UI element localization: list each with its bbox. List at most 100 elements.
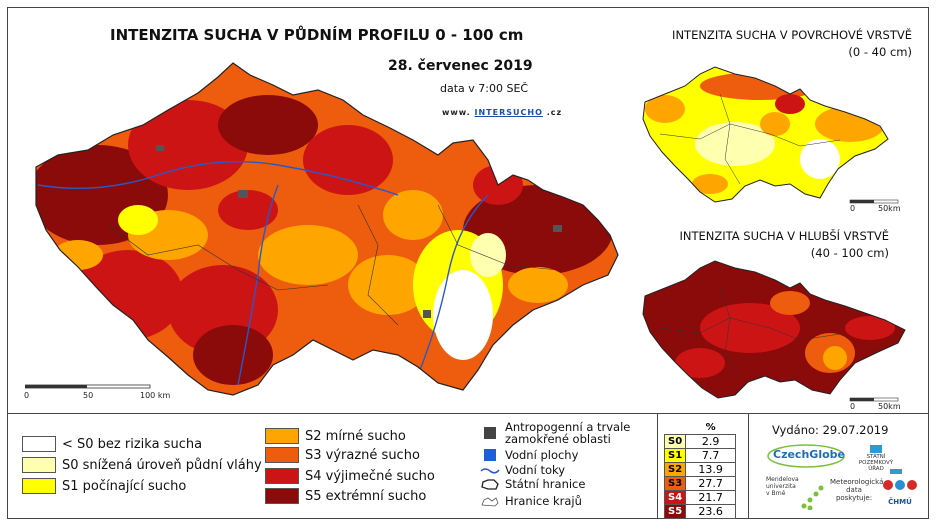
- legend-s5: S5 extrémní sucho: [265, 488, 426, 504]
- legend-swatch: [22, 457, 56, 473]
- deep-title-line1: INTENZITA SUCHA V HLUBŠÍ VRSTVĚ: [679, 229, 890, 243]
- value-cell: 27.7: [685, 475, 737, 491]
- legend-label: Antropogenní a trvale zamokřené oblasti: [505, 421, 630, 445]
- legend-s0: S0 snížená úroveň půdní vláhy: [22, 457, 262, 473]
- legend-s2: S2 mírné sucho: [265, 428, 406, 444]
- symbol-label-line2: zamokřené oblasti: [505, 432, 611, 446]
- deep-scale-50: 50km: [878, 402, 901, 411]
- issued-date: Vydáno: 29.07.2019: [772, 423, 889, 437]
- region-border-icon: [480, 494, 500, 508]
- mendel-text: Mendelova univerzita v Brně: [766, 476, 799, 497]
- table-row: S3 27.7: [663, 475, 737, 491]
- czechglobe-logo: CzechGlobe: [766, 443, 846, 469]
- site-suffix: .cz: [546, 108, 563, 117]
- czechglobe-text: CzechGlobe: [773, 448, 845, 461]
- legend-s3: S3 výrazné sucho: [265, 447, 420, 463]
- data-provider-text: Meteorologická data poskytuje:: [830, 478, 884, 502]
- mendel-dots-icon: [801, 485, 824, 510]
- legend-separator-2: [748, 413, 749, 519]
- main-drought-map: [35, 62, 619, 396]
- legend-label: Hranice krajů: [505, 494, 582, 508]
- percent-table-header: %: [665, 421, 736, 434]
- dark-square-icon: [480, 426, 500, 440]
- class-cell: S4: [663, 489, 687, 505]
- legend-label: Státní hranice: [505, 477, 586, 491]
- table-row: S0 2.9: [663, 433, 737, 449]
- legend-swatch: [22, 436, 56, 452]
- legend-label: < S0 bez rizika sucha: [62, 436, 203, 452]
- class-cell: S5: [663, 503, 687, 519]
- legend-swatch: [22, 478, 56, 494]
- deep-title-line2: (40 - 100 cm): [810, 246, 889, 260]
- szu-mark-icon: [870, 445, 882, 453]
- site-brand: INTERSUCHO: [474, 108, 543, 117]
- map-date: 28. červenec 2019: [388, 58, 533, 74]
- legend-label: Vodní toky: [505, 463, 566, 477]
- state-border-icon: [480, 477, 500, 491]
- legend-label: Vodní plochy: [505, 448, 579, 462]
- szu-text: STÁTNÍ POZEMKOVÝ ÚŘAD: [858, 454, 894, 472]
- value-cell: 23.6: [685, 503, 737, 519]
- legend-state-border: Státní hranice: [480, 477, 585, 491]
- mendel-logo: Mendelova univerzita v Brně: [766, 476, 826, 516]
- value-cell: 13.9: [685, 461, 737, 477]
- surface-scale-0: 0: [850, 204, 856, 213]
- legend-label: S4 výjimečné sucho: [305, 468, 435, 484]
- surface-drought-map: [642, 66, 899, 204]
- value-cell: 2.9: [685, 433, 737, 449]
- value-cell: 7.7: [685, 447, 737, 463]
- legend-swatch: [265, 468, 299, 484]
- value-cell: 21.7: [685, 489, 737, 505]
- legend-s4: S4 výjimečné sucho: [265, 468, 435, 484]
- surface-title-line2: (0 - 40 cm): [848, 45, 912, 59]
- deep-drought-map: [642, 260, 906, 402]
- legend-swatch: [265, 428, 299, 444]
- symbol-label-line1: Antropogenní a trvale: [505, 420, 631, 434]
- site-prefix: www.: [442, 108, 471, 117]
- legend-label: S2 mírné sucho: [305, 428, 406, 444]
- legend-anthropogenic: Antropogenní a trvale zamokřené oblasti: [480, 421, 630, 445]
- main-scale-bar: [25, 384, 151, 389]
- percent-table: % S0 2.9 S1 7.7 S2 13.9 S3 27.7 S4 21.7 S5 23.…: [663, 421, 737, 519]
- legend-rivers: Vodní toky: [480, 463, 565, 477]
- legend-water-bodies: Vodní plochy: [480, 448, 578, 462]
- legend-swatch: [265, 488, 299, 504]
- table-row: S5 23.6: [663, 503, 737, 519]
- class-cell: S2: [663, 461, 687, 477]
- website-link[interactable]: www. INTERSUCHO .cz: [442, 108, 562, 117]
- class-cell: S3: [663, 475, 687, 491]
- chmu-logo: ČHMÚ: [880, 468, 920, 510]
- legend-label: S0 snížená úroveň půdní vláhy: [62, 457, 262, 473]
- legend-region-border: Hranice krajů: [480, 494, 582, 508]
- map-frame: [7, 7, 929, 519]
- data-time: data v 7:00 SEČ: [440, 82, 529, 95]
- main-title: INTENZITA SUCHA V PŮDNÍM PROFILU 0 - 100…: [110, 26, 524, 44]
- legend-label: S5 extrémní sucho: [305, 488, 427, 504]
- legend-label: S1 počínající sucho: [62, 478, 187, 494]
- surface-map-title: INTENZITA SUCHA V POVRCHOVÉ VRSTVĚ (0 - …: [672, 28, 912, 59]
- class-cell: S0: [663, 433, 687, 449]
- legend-area: [7, 413, 929, 519]
- chmu-text: ČHMÚ: [888, 498, 912, 506]
- table-row: S1 7.7: [663, 447, 737, 463]
- chmu-mark-icon: [883, 469, 917, 490]
- legend-no-risk: < S0 bez rizika sucha: [22, 436, 202, 452]
- legend-swatch: [265, 447, 299, 463]
- percent-header: %: [705, 421, 716, 433]
- deep-map-title: INTENZITA SUCHA V HLUBŠÍ VRSTVĚ (40 - 10…: [680, 229, 890, 260]
- scale-label-100: 100 km: [140, 391, 171, 400]
- scale-label-50: 50: [83, 391, 94, 400]
- class-cell: S1: [663, 447, 687, 463]
- legend-label: S3 výrazné sucho: [305, 447, 420, 463]
- blue-square-icon: [480, 448, 500, 462]
- table-row: S2 13.9: [663, 461, 737, 477]
- legend-separator-1: [657, 413, 658, 519]
- szu-logo: STÁTNÍ POZEMKOVÝ ÚŘAD: [856, 445, 896, 472]
- surface-title-line1: INTENZITA SUCHA V POVRCHOVÉ VRSTVĚ: [672, 28, 912, 42]
- deep-scale-0: 0: [850, 402, 856, 411]
- scale-label-0: 0: [24, 391, 30, 400]
- river-line-icon: [480, 463, 500, 477]
- table-row: S4 21.7: [663, 489, 737, 505]
- legend-s1: S1 počínající sucho: [22, 478, 186, 494]
- surface-scale-50: 50km: [878, 204, 901, 213]
